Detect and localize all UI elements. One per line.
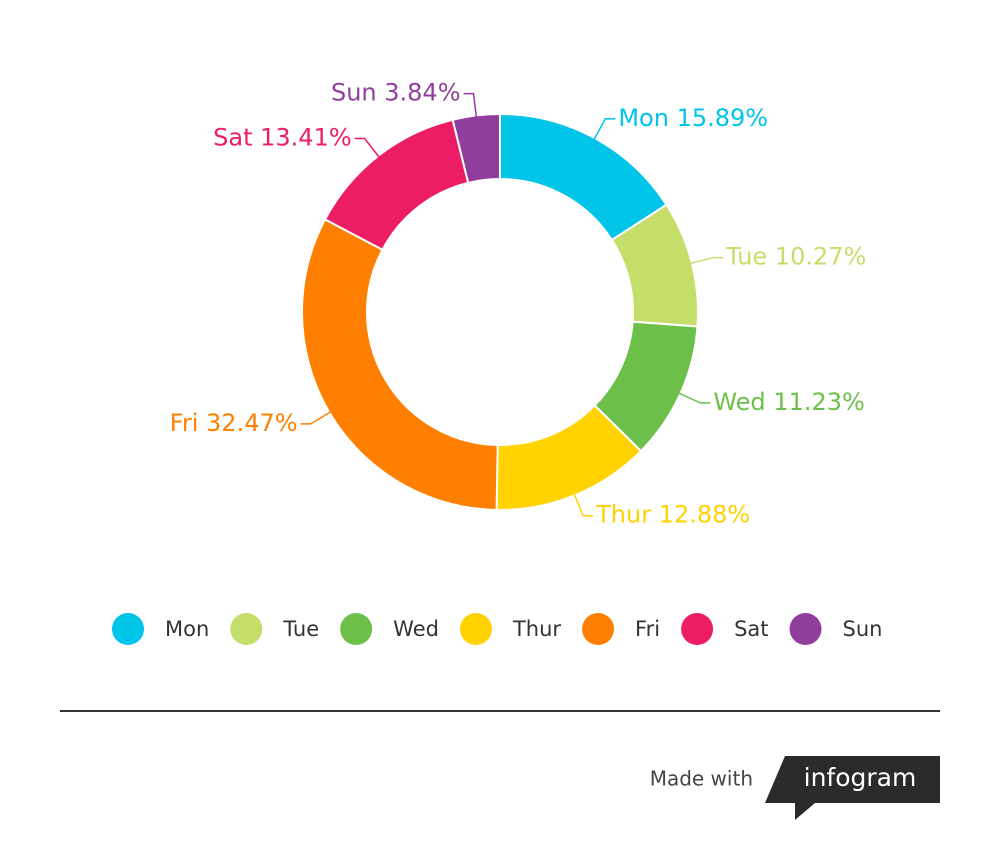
label-value: 12.88% [659,501,751,529]
brand-badge [765,756,940,820]
legend-label: Wed [393,617,439,641]
legend-swatch [789,613,822,645]
label-category: Tue [725,243,767,271]
legend-label: Tue [282,617,319,641]
label-category: Sat [213,124,252,152]
label-category: Fri [170,409,199,437]
made-with: Made with [650,767,753,791]
leader-line [300,411,332,425]
label-value: 11.23% [773,388,865,416]
data-label: Thur 12.88% [595,501,750,529]
leader-line [678,392,711,404]
leader-line [689,256,724,265]
legend-label: Mon [165,617,209,641]
data-label: Fri 32.47% [170,409,298,437]
legend-swatch [582,613,615,645]
legend-label: Fri [635,617,660,641]
label-category: Mon [618,104,669,132]
leader-line [463,92,478,118]
label-value: 32.47% [206,409,298,437]
legend-label: Thur [512,617,561,641]
legend-label: Sun [843,617,883,641]
legend-swatch [459,613,492,645]
leader-line [573,493,594,517]
legend-swatch [340,613,373,645]
brand: infogram [804,763,917,792]
leader-line [593,118,616,141]
data-label: Sat 13.41% [213,124,352,152]
data-label: Wed 11.23% [713,388,864,416]
legend-swatch [681,613,714,645]
legend-swatch [112,613,144,645]
label-value: 10.27% [775,243,867,271]
legend-label: Sat [734,617,768,641]
label-value: 13.41% [260,124,352,152]
label-value: 15.89% [677,104,769,132]
label-value: 3.84% [384,79,460,107]
slice [451,112,501,185]
data-label: Mon 15.89% [618,104,768,132]
label-category: Thur [595,501,651,529]
label-category: Wed [713,388,765,416]
data-label: Tue 10.27% [725,243,866,271]
leader-line [354,137,381,158]
data-label: Sun 3.84% [331,79,461,107]
label-category: Sun [331,79,377,107]
legend-swatch [230,613,263,645]
slice [301,218,499,511]
